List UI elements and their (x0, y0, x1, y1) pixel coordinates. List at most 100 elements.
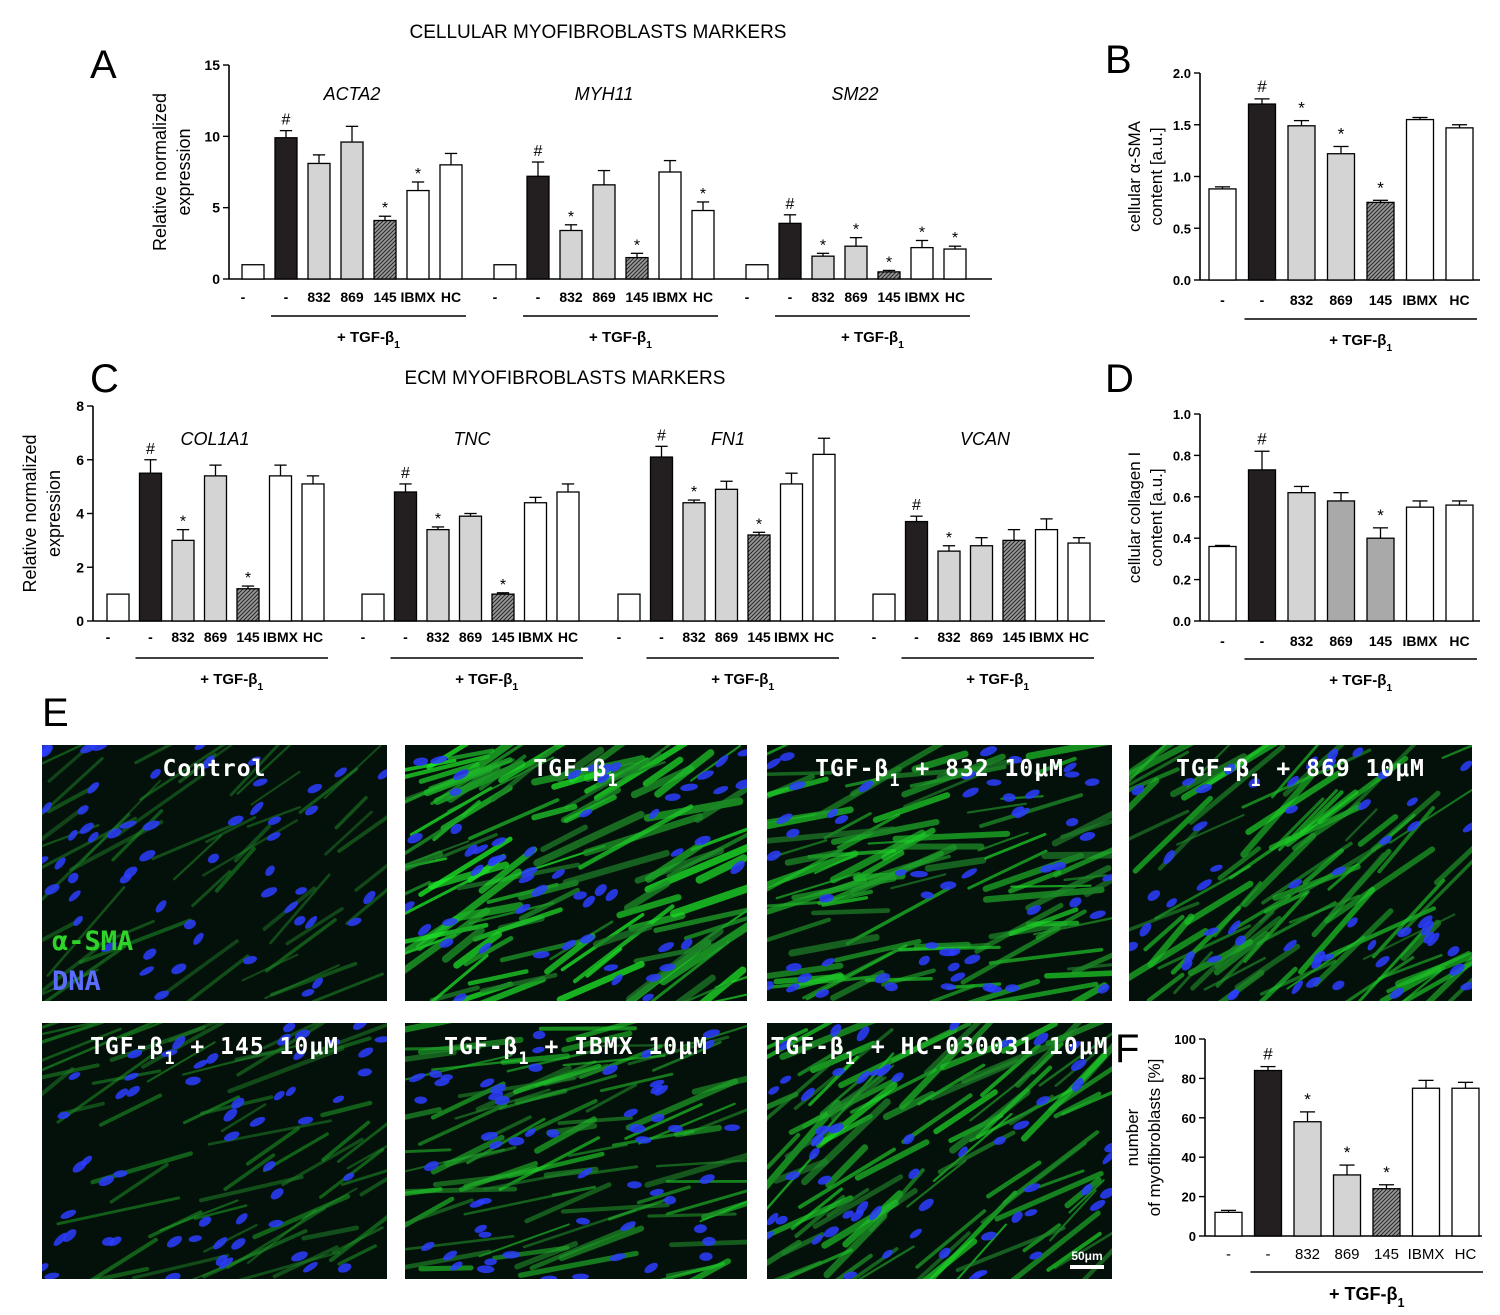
actin-fiber (146, 1041, 216, 1083)
nucleus (1377, 769, 1391, 780)
nucleus (609, 1253, 626, 1262)
nucleus (202, 755, 215, 769)
actin-fiber (417, 1036, 524, 1055)
actin-fiber (826, 1187, 870, 1217)
actin-fiber (965, 1023, 994, 1049)
nucleus (421, 1241, 435, 1252)
nucleus (582, 895, 596, 908)
actin-fiber (467, 969, 529, 986)
bar (872, 593, 896, 622)
actin-fiber (186, 954, 250, 1001)
nucleus (659, 963, 676, 972)
y-tick-label: 6 (76, 452, 84, 468)
nucleus (119, 820, 137, 829)
actin-fiber (892, 830, 1011, 842)
nucleus (102, 1237, 115, 1246)
actin-fiber (269, 961, 358, 997)
group-label: + TGF-β1 (1329, 672, 1392, 694)
actin-fiber (320, 1100, 373, 1118)
y-tick-label: 0.2 (1173, 573, 1191, 588)
nucleus (440, 1074, 453, 1081)
chart-a: 0 5 10 15 Relative normalized expression ACTA2… (150, 57, 992, 351)
nucleus (642, 993, 654, 1001)
nucleus (452, 769, 469, 781)
bar (1208, 188, 1237, 281)
actin-fiber (472, 907, 563, 942)
nucleus (1291, 980, 1303, 995)
nucleus (1449, 963, 1465, 976)
y-tick-label: 4 (76, 506, 84, 522)
actin-fiber (226, 1207, 326, 1270)
actin-fiber (1291, 802, 1362, 851)
category-label: - (403, 629, 408, 645)
nucleus (830, 1024, 842, 1037)
category-label: HC (693, 289, 713, 305)
actin-fiber (1241, 832, 1317, 908)
nucleus (702, 1039, 715, 1050)
actin-fiber (967, 978, 1041, 1001)
actin-fiber (917, 1063, 986, 1106)
nucleus (98, 1175, 115, 1187)
nucleus (785, 963, 802, 972)
nucleus (884, 982, 898, 992)
nucleus (768, 1086, 780, 1095)
actin-fiber (139, 745, 226, 801)
nucleus (515, 903, 531, 914)
actin-fiber (500, 1053, 571, 1065)
nucleus (160, 1049, 178, 1057)
nucleus (680, 783, 698, 792)
actin-fiber (585, 947, 623, 978)
category-label: - (914, 629, 919, 645)
y-tick-label: 20 (1182, 1190, 1196, 1205)
actin-fiber (540, 824, 588, 853)
actin-fiber (337, 1244, 377, 1266)
actin-fiber (933, 1089, 998, 1135)
nucleus (1104, 1142, 1112, 1153)
actin-fiber (250, 770, 301, 806)
y-axis-label: of myofibroblasts [%] (1145, 1059, 1164, 1217)
bar (1253, 1069, 1283, 1237)
actin-fiber (1146, 972, 1185, 1001)
actin-fiber (1025, 745, 1110, 760)
actin-fiber (831, 1076, 887, 1121)
micrograph-title: TGF-β1 + 145 10μM (90, 1034, 339, 1069)
actin-fiber (1425, 956, 1472, 1001)
nucleus (332, 1095, 345, 1104)
actin-fiber (654, 749, 715, 798)
nucleus (979, 746, 997, 757)
nucleus (294, 1029, 311, 1040)
actin-fiber (568, 745, 626, 783)
nucleus (579, 934, 595, 944)
nucleus (142, 820, 160, 831)
nucleus (172, 1036, 186, 1050)
actin-fiber (42, 939, 108, 994)
nucleus (699, 1252, 713, 1261)
significance-mark: * (853, 222, 859, 239)
nucleus (1097, 984, 1110, 994)
bar (714, 488, 739, 622)
nucleus (858, 780, 874, 793)
nucleus (1024, 789, 1040, 799)
actin-fiber (903, 771, 986, 808)
category-label: IBMX (1408, 1246, 1445, 1263)
y-tick-label: 1.5 (1173, 118, 1191, 133)
micrograph: TGF-β1 + 869 10μM (1129, 745, 1472, 1001)
y-tick-label: 5 (212, 200, 220, 216)
actin-fiber (1286, 935, 1366, 990)
actin-fiber (321, 1120, 371, 1162)
nucleus (724, 1124, 741, 1132)
actin-fiber (202, 819, 298, 877)
nucleus (1026, 905, 1042, 915)
bar (1287, 125, 1316, 281)
nucleus (1283, 939, 1297, 952)
y-tick-label: 100 (1174, 1032, 1196, 1047)
nucleus (843, 1271, 858, 1279)
bar (268, 475, 293, 622)
category-label: 145 (491, 629, 515, 645)
nucleus (958, 1146, 968, 1158)
nucleus (528, 1063, 543, 1072)
actin-fiber (788, 933, 880, 957)
actin-fiber (151, 822, 236, 861)
category-label: IBMX (1403, 633, 1439, 649)
actin-fiber (132, 1253, 230, 1279)
